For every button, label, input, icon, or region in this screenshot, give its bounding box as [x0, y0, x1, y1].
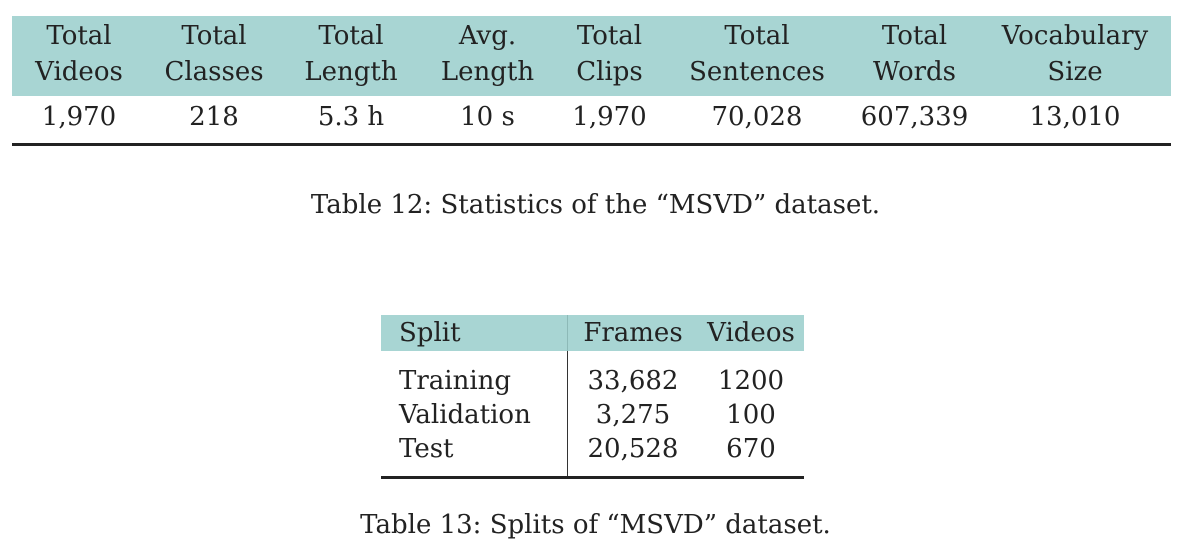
header-total-words: Total Words	[872, 21, 957, 87]
cell-vocabulary-size: 13,010	[979, 96, 1171, 146]
table-header-row: Split Frames Videos	[381, 315, 804, 351]
cell-frames: 20,528	[567, 432, 698, 479]
cell-avg-length: 10 s	[420, 96, 555, 146]
cell-total-sentences: 70,028	[664, 96, 850, 146]
table-row: Validation 3,275 100	[381, 398, 804, 432]
cell-videos: 670	[698, 432, 804, 479]
msvd-splits-table: Split Frames Videos Training 33,682 1200…	[381, 315, 804, 479]
table-row: Training 33,682 1200	[381, 351, 804, 398]
cell-videos: 1200	[717, 366, 785, 396]
table-row: 1,970 218 5.3 h 10 s 1,970 70,028 607,33…	[12, 96, 1171, 146]
cell-total-videos: 1,970	[12, 96, 146, 146]
header-total-length: Total Length	[304, 21, 398, 87]
cell-total-clips: 1,970	[555, 96, 664, 146]
table-12-caption: Table 12: Statistics of the “MSVD” datas…	[310, 190, 881, 220]
cell-split: Test	[381, 432, 568, 479]
header-vocabulary-size: Vocabulary Size	[1001, 21, 1149, 87]
cell-videos: 100	[726, 400, 776, 430]
cell-split: Validation	[381, 398, 568, 432]
header-videos: Videos	[707, 318, 795, 348]
cell-total-length: 5.3 h	[282, 96, 420, 146]
header-total-classes: Total Classes	[164, 21, 264, 87]
table-13-caption: Table 13: Splits of “MSVD” dataset.	[360, 510, 831, 540]
cell-frames: 3,275	[595, 400, 671, 430]
table-row: Test 20,528 670	[381, 432, 804, 479]
msvd-statistics-table: Total Videos Total Classes Total Length Avg…	[12, 16, 1171, 146]
header-total-sentences: Total Sentences	[689, 21, 825, 87]
cell-frames: 33,682	[587, 366, 679, 396]
header-total-clips: Total Clips	[576, 21, 643, 87]
cell-split: Training	[381, 351, 568, 398]
header-total-videos: Total Videos	[35, 21, 123, 87]
header-split: Split	[381, 315, 568, 351]
cell-total-words: 607,339	[850, 96, 979, 146]
cell-total-classes: 218	[146, 96, 282, 146]
table-header-row: Total Videos Total Classes Total Length Avg…	[12, 16, 1171, 96]
header-avg-length: Avg. Length	[440, 21, 535, 87]
header-frames: Frames	[583, 318, 683, 348]
